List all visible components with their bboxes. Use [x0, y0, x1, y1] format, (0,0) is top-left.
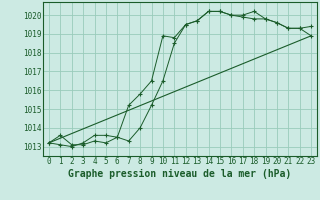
X-axis label: Graphe pression niveau de la mer (hPa): Graphe pression niveau de la mer (hPa)	[68, 169, 292, 179]
